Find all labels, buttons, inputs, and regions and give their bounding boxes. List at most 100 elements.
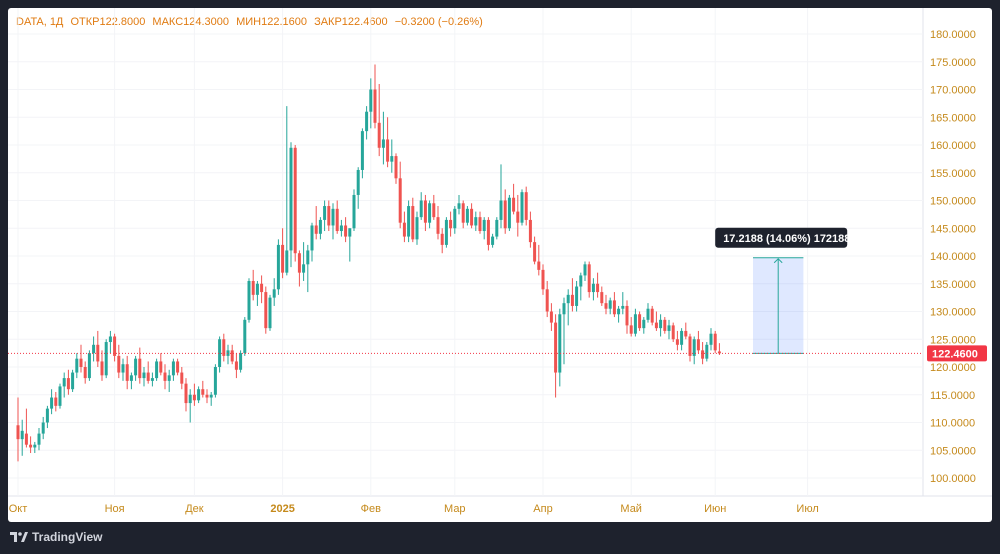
candle [575, 280, 579, 312]
last-price-tag: 122.4600 [927, 345, 987, 362]
candle [638, 311, 642, 331]
candle [192, 383, 196, 406]
candle [453, 206, 457, 234]
candle-body [310, 225, 314, 251]
candle-body [684, 330, 688, 337]
price-axis: 100.0000 105.0000 110.0000 115.0000 120.0000… [930, 29, 976, 485]
candle [373, 64, 377, 129]
candle-body [524, 192, 528, 220]
candle [167, 369, 171, 392]
candle-body [696, 339, 700, 351]
candle-body [314, 225, 318, 234]
candle [381, 111, 385, 165]
candle-body [58, 386, 62, 406]
candle-body [713, 333, 717, 351]
candle [449, 211, 453, 237]
candle-body [612, 300, 616, 315]
candle-body [134, 358, 138, 376]
candle-body [302, 264, 306, 273]
candle-body [159, 361, 163, 373]
candle [507, 194, 511, 232]
candle-body [482, 219, 486, 232]
price-tick-label: 115.0000 [930, 390, 975, 402]
candle-body [197, 389, 201, 401]
candle-body [654, 322, 658, 329]
candle [499, 164, 503, 229]
candle [680, 328, 684, 351]
candle-body [474, 217, 478, 226]
candle-body [339, 225, 343, 232]
candle [302, 242, 306, 281]
candle-body [108, 336, 112, 343]
candle-body [558, 314, 562, 373]
candle [163, 364, 167, 390]
candle-body [272, 289, 276, 298]
candle [117, 344, 121, 379]
candle [121, 358, 125, 381]
candle-body [113, 336, 117, 356]
candle [75, 353, 79, 379]
candle-body [218, 339, 222, 367]
candle [352, 189, 356, 232]
candle [692, 336, 696, 365]
price-tick-label: 170.0000 [930, 85, 976, 97]
time-tick-label: Окт [9, 503, 28, 515]
candle-body [390, 156, 394, 162]
candle [306, 244, 310, 293]
tradingview-branding[interactable]: TradingView [10, 530, 102, 544]
candle-body [121, 364, 125, 373]
candle-body [520, 192, 524, 223]
candle-body [230, 350, 234, 362]
candle-body [318, 219, 322, 234]
candle [390, 139, 394, 173]
price-tick-label: 105.0000 [930, 445, 976, 457]
time-tick-label: 2025 [270, 503, 294, 515]
candle [629, 317, 633, 337]
candle [617, 305, 621, 323]
candle [537, 244, 541, 276]
candle-body [428, 203, 432, 223]
candle-body [604, 303, 608, 309]
time-axis: Окт Ноя Дек 2025 Фев Мар Апр Май Июн Июл [9, 503, 819, 515]
candle-body [222, 339, 226, 356]
candle [621, 292, 625, 315]
candle [272, 278, 276, 306]
candle [331, 203, 335, 240]
candle-body [692, 339, 696, 356]
candle-body [264, 292, 268, 329]
candle-body [386, 139, 390, 162]
candle-body [66, 378, 70, 390]
candle-body [184, 383, 188, 404]
candle [37, 428, 41, 451]
time-tick-label: Дек [185, 503, 204, 515]
candle [528, 211, 532, 248]
candle-body [566, 294, 570, 304]
candle-body [268, 297, 272, 329]
candle [255, 280, 259, 306]
candle [45, 405, 49, 429]
price-tick-label: 135.0000 [930, 279, 976, 291]
symbol-label[interactable]: DATA, 1Д [16, 16, 64, 28]
candle [583, 261, 587, 281]
candle [134, 355, 138, 381]
candle-body [625, 305, 629, 326]
candle-body [579, 275, 583, 287]
candle [150, 372, 154, 387]
candle [171, 358, 175, 381]
candle-body [575, 286, 579, 306]
candle [344, 217, 348, 243]
candle-body [596, 283, 600, 293]
candle-body [176, 361, 180, 373]
candle-body [260, 283, 264, 293]
candle [587, 261, 591, 298]
candle [62, 372, 66, 398]
price-tick-label: 140.0000 [930, 251, 976, 263]
candle-body [281, 244, 285, 273]
candlestick-chart[interactable]: 100.0000 105.0000 110.0000 115.0000 120.0000… [8, 8, 992, 522]
candle [612, 292, 616, 318]
time-tick-label: Май [620, 503, 642, 515]
candle [495, 217, 499, 240]
candle-body [381, 139, 385, 148]
candle [554, 314, 558, 398]
candle [386, 117, 390, 168]
